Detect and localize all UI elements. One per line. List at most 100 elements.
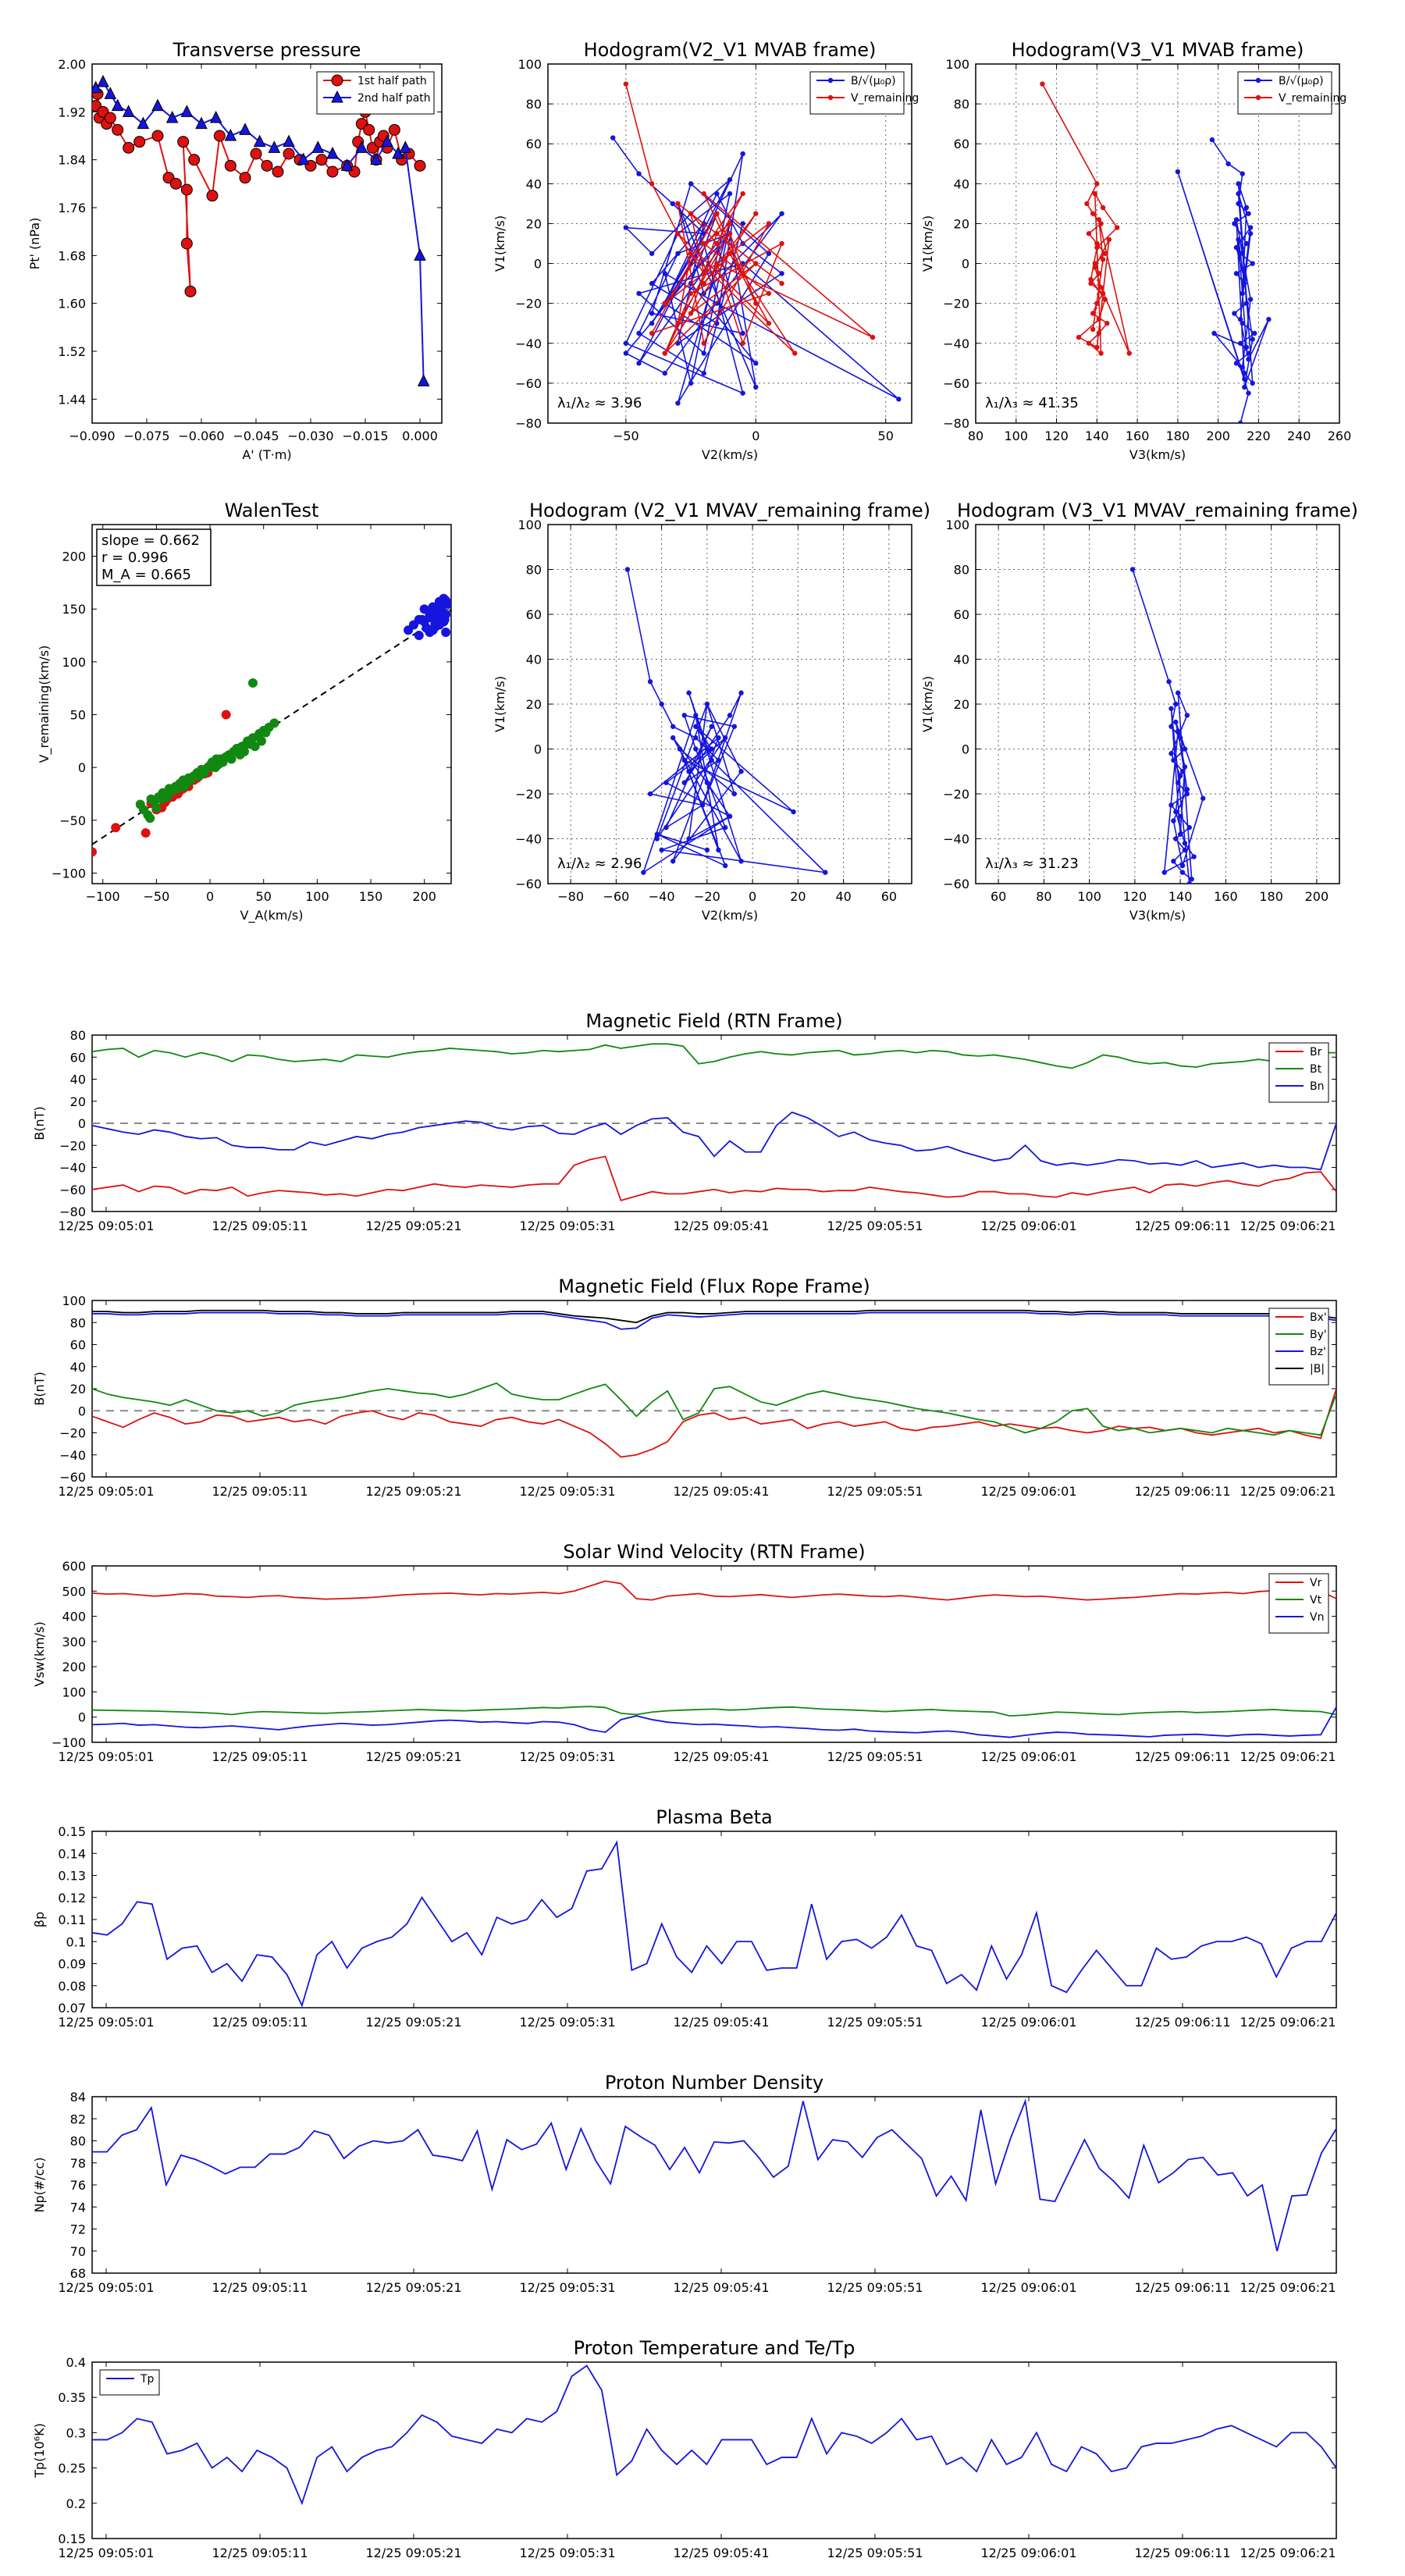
data-point bbox=[675, 231, 681, 237]
x-axis-label: V_A(km/s) bbox=[240, 908, 304, 923]
x-tick-label: −0.075 bbox=[123, 429, 169, 443]
y-tick-label: 100 bbox=[62, 1293, 86, 1308]
data-point bbox=[753, 301, 759, 306]
data-point bbox=[1090, 311, 1096, 316]
data-point bbox=[1237, 340, 1243, 346]
y-tick-label: 100 bbox=[62, 1685, 86, 1699]
data-point bbox=[1090, 326, 1096, 333]
x-tick-label: −100 bbox=[86, 889, 120, 904]
chart-title: Hodogram(V2_V1 MVAB frame) bbox=[584, 39, 877, 61]
chart-title: Transverse pressure bbox=[173, 39, 361, 61]
y-axis-label: V1(km/s) bbox=[493, 676, 507, 732]
y-tick-label: 0.3 bbox=[66, 2425, 86, 2440]
chart-title: Proton Temperature and Te/Tp bbox=[574, 2337, 855, 2359]
data-point bbox=[636, 330, 642, 336]
data-point bbox=[239, 172, 251, 184]
y-tick-label: −20 bbox=[59, 1138, 86, 1153]
data-point bbox=[1171, 757, 1176, 763]
y-tick-label: −60 bbox=[59, 1470, 86, 1485]
data-point bbox=[722, 735, 728, 741]
y-tick-label: 1.60 bbox=[58, 297, 86, 311]
data-point bbox=[647, 791, 653, 797]
data-point bbox=[1186, 824, 1192, 831]
data-point bbox=[370, 152, 382, 165]
data-point bbox=[1171, 818, 1176, 824]
time-tick-label: 12/25 09:05:11 bbox=[212, 1484, 308, 1499]
data-point bbox=[250, 742, 260, 752]
series-line bbox=[92, 1155, 1336, 1201]
data-point bbox=[432, 610, 443, 619]
time-tick-label: 12/25 09:05:01 bbox=[58, 2015, 154, 2030]
data-point bbox=[315, 154, 328, 166]
y-tick-label: −20 bbox=[515, 297, 542, 311]
data-point bbox=[662, 350, 667, 356]
time-tick-label: 12/25 09:06:11 bbox=[1134, 1484, 1230, 1499]
data-point bbox=[714, 261, 720, 266]
data-point bbox=[688, 290, 694, 297]
data-point bbox=[1100, 205, 1106, 211]
series-line bbox=[1041, 84, 1130, 355]
data-point bbox=[662, 271, 667, 276]
data-point bbox=[206, 190, 219, 202]
x-tick-label: 0 bbox=[206, 889, 214, 904]
x-axis-label: V2(km/s) bbox=[702, 908, 758, 923]
plot-area bbox=[92, 1840, 1336, 2008]
ratio-annotation: λ₁/λ₂ ≈ 2.96 bbox=[557, 856, 642, 872]
data-point bbox=[1096, 271, 1102, 276]
y-tick-label: 72 bbox=[70, 2222, 86, 2237]
time-tick-label: 12/25 09:05:41 bbox=[673, 2546, 769, 2560]
data-point bbox=[231, 745, 240, 756]
data-point bbox=[1094, 244, 1100, 251]
axes-frame bbox=[91, 2096, 1337, 2274]
x-tick-label: −0.060 bbox=[178, 429, 224, 443]
data-point bbox=[419, 604, 429, 614]
hodogram-v3v1-mvav-chart: 60 80 100 120 140 160 180 200 −60 −40 −20 0 20 40 60 80… bbox=[920, 500, 1358, 923]
chart-title: Proton Number Density bbox=[605, 2072, 823, 2094]
series-line bbox=[92, 1111, 1336, 1171]
data-point bbox=[766, 321, 772, 326]
walen-test-chart: −100 −50 0 50 100 150 200 −100 −50 0 50 100 150 200 Wa… bbox=[37, 500, 452, 923]
data-point bbox=[1211, 330, 1217, 336]
data-point bbox=[1092, 190, 1097, 197]
data-point bbox=[714, 190, 720, 197]
data-point bbox=[1242, 276, 1247, 283]
x-tick-label: 100 bbox=[305, 889, 329, 904]
data-point bbox=[714, 240, 720, 247]
legend-box bbox=[809, 71, 905, 115]
legend-label: Bt bbox=[1310, 1063, 1322, 1076]
y-tick-label: 0.09 bbox=[58, 1957, 86, 1972]
x-tick-label: −0.090 bbox=[69, 429, 115, 443]
data-point bbox=[738, 690, 744, 696]
data-point bbox=[688, 211, 694, 216]
legend-label: 1st half path bbox=[357, 75, 427, 87]
y-tick-label: 68 bbox=[70, 2266, 86, 2281]
data-point bbox=[261, 159, 273, 172]
y-tick-label: 70 bbox=[70, 2244, 86, 2259]
data-point bbox=[1161, 870, 1167, 875]
y-tick-label: 20 bbox=[954, 697, 969, 712]
y-tick-label: 80 bbox=[526, 563, 542, 578]
data-point bbox=[1088, 280, 1094, 286]
data-point bbox=[1126, 350, 1132, 356]
data-point bbox=[331, 74, 343, 87]
data-point bbox=[753, 211, 759, 216]
data-point bbox=[1100, 290, 1106, 297]
data-point bbox=[623, 340, 629, 346]
legend: Br Bt Bn bbox=[1268, 1042, 1329, 1103]
legend-label: V_remaining bbox=[851, 92, 919, 105]
y-tick-label: 200 bbox=[62, 1660, 86, 1674]
data-point bbox=[1106, 237, 1112, 243]
data-point bbox=[1175, 169, 1181, 175]
time-tick-label: 12/25 09:05:41 bbox=[673, 1749, 769, 1764]
data-point bbox=[731, 724, 738, 729]
legend-label: Br bbox=[1310, 1046, 1322, 1059]
data-point bbox=[779, 280, 784, 286]
time-tick-label: 12/25 09:05:11 bbox=[212, 2280, 308, 2295]
data-point bbox=[688, 181, 694, 187]
y-tick-label: 0.25 bbox=[58, 2461, 86, 2476]
axes-frame bbox=[91, 524, 452, 884]
data-point bbox=[1242, 384, 1247, 390]
data-point bbox=[326, 146, 339, 159]
data-point bbox=[399, 141, 412, 153]
data-point bbox=[1233, 271, 1240, 276]
